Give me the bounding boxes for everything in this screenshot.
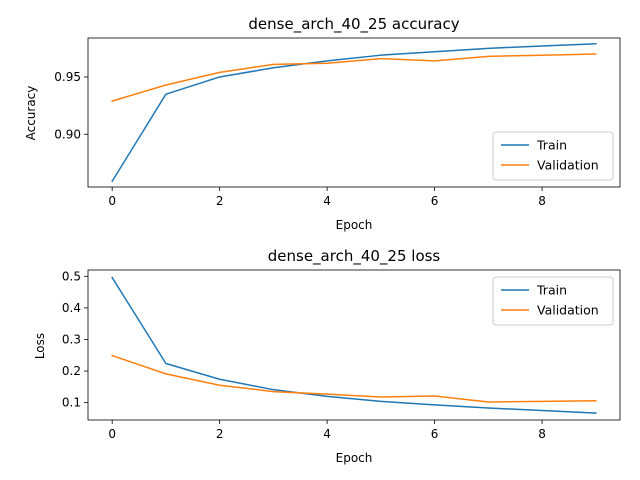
loss-y-tick-label: 0.3 <box>62 332 81 346</box>
loss-x-tick-label: 2 <box>216 427 224 441</box>
accuracy-x-tick-label: 0 <box>108 194 116 208</box>
loss-legend: Train Validation <box>492 276 614 326</box>
loss-series-lines <box>111 276 597 414</box>
accuracy-x-tick-label: 8 <box>538 194 546 208</box>
loss-legend-label-train: Train <box>536 283 567 298</box>
loss-x-tick-label: 6 <box>431 427 439 441</box>
accuracy-x-tick-label: 2 <box>216 194 224 208</box>
loss-axes: 0 2 4 6 8 0.1 0.2 0.3 0.4 0.5 <box>62 269 546 441</box>
accuracy-x-axis-label: Epoch <box>336 218 373 232</box>
accuracy-legend-label-train: Train <box>536 138 567 153</box>
loss-axes-frame <box>87 269 621 421</box>
accuracy-series-lines <box>111 42 597 183</box>
loss-y-axis-label: Loss <box>33 333 47 359</box>
accuracy-y-tick-label: 0.90 <box>54 127 81 141</box>
accuracy-axes: 0 2 4 6 8 0.90 0.95 <box>54 70 546 208</box>
accuracy-y-axis-label: Accuracy <box>24 86 38 141</box>
accuracy-legend-label-validation: Validation <box>537 158 599 173</box>
loss-legend-box <box>492 276 614 326</box>
accuracy-plot-frame <box>87 37 621 188</box>
loss-y-tick-label: 0.4 <box>62 301 81 315</box>
loss-legend-label-validation: Validation <box>537 303 599 318</box>
accuracy-series-line-validation <box>111 53 597 102</box>
loss-x-tick-label: 8 <box>538 427 546 441</box>
loss-series-line-train <box>111 276 597 414</box>
accuracy-subplot: dense_arch_40_25 accuracy Epoch Accuracy… <box>24 15 621 232</box>
loss-subplot: dense_arch_40_25 loss Epoch Loss 0 2 4 6 8 0.… <box>33 247 621 465</box>
accuracy-legend: Train Validation <box>492 131 614 181</box>
accuracy-axes-frame <box>87 37 621 188</box>
loss-y-tick-label: 0.2 <box>62 364 81 378</box>
accuracy-y-tick-label: 0.95 <box>54 70 81 84</box>
loss-x-tick-label: 4 <box>323 427 331 441</box>
loss-chart-title: dense_arch_40_25 loss <box>268 247 441 266</box>
loss-plot-frame <box>87 269 621 421</box>
accuracy-x-tick-label: 6 <box>431 194 439 208</box>
loss-x-tick-label: 0 <box>108 427 116 441</box>
loss-x-axis-label: Epoch <box>336 451 373 465</box>
loss-y-tick-label: 0.5 <box>62 269 81 283</box>
loss-y-tick-label: 0.1 <box>62 396 81 410</box>
loss-series-line-validation <box>111 354 597 403</box>
accuracy-legend-box <box>492 131 614 181</box>
accuracy-x-tick-label: 4 <box>323 194 331 208</box>
accuracy-chart-title: dense_arch_40_25 accuracy <box>248 15 459 34</box>
accuracy-series-line-train <box>111 42 597 183</box>
